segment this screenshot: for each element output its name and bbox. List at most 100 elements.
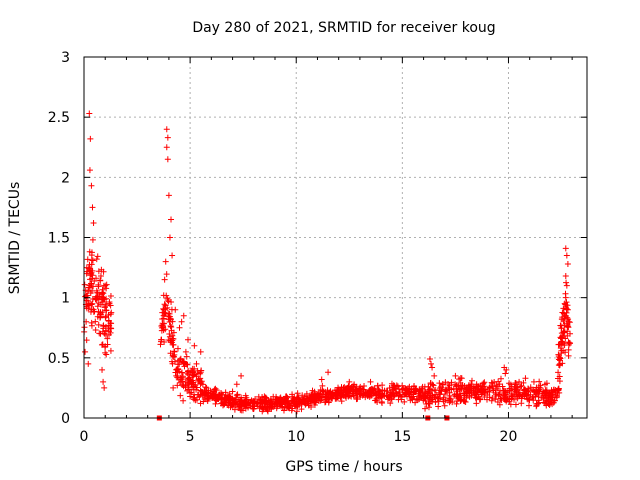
data-point xyxy=(218,400,225,407)
data-point xyxy=(182,384,189,391)
data-point xyxy=(92,318,99,325)
data-point xyxy=(179,378,186,385)
data-point xyxy=(237,406,244,413)
data-point xyxy=(563,279,570,286)
data-point xyxy=(431,372,438,379)
data-point xyxy=(233,395,240,402)
data-point xyxy=(193,384,200,391)
data-point xyxy=(422,405,429,412)
data-point xyxy=(98,296,105,303)
data-point xyxy=(99,289,106,296)
data-point xyxy=(351,382,358,389)
data-point xyxy=(394,383,401,390)
data-point xyxy=(163,271,170,278)
data-point xyxy=(442,379,449,386)
data-point xyxy=(231,406,238,413)
data-point xyxy=(509,393,516,400)
data-point xyxy=(289,391,296,398)
data-point xyxy=(261,393,268,400)
data-point xyxy=(373,392,380,399)
chart-title: Day 280 of 2021, SRMTID for receiver kou… xyxy=(192,20,495,36)
data-point xyxy=(170,335,177,342)
data-point xyxy=(474,389,481,396)
data-point xyxy=(436,386,443,393)
data-point xyxy=(202,384,209,391)
data-point xyxy=(245,400,252,407)
data-point xyxy=(447,396,454,403)
data-point xyxy=(199,381,206,388)
data-points xyxy=(81,110,574,421)
data-point xyxy=(85,284,92,291)
data-point xyxy=(197,369,204,376)
data-point xyxy=(484,392,491,399)
data-point xyxy=(473,400,480,407)
data-point xyxy=(101,304,108,311)
data-point xyxy=(378,393,385,400)
data-point xyxy=(91,308,98,315)
data-point xyxy=(164,304,171,311)
data-point xyxy=(507,381,514,388)
data-point xyxy=(103,281,110,288)
data-point xyxy=(165,298,172,305)
data-point xyxy=(516,392,523,399)
data-point xyxy=(277,397,284,404)
data-point xyxy=(280,407,287,414)
data-point xyxy=(160,305,167,312)
data-point xyxy=(448,379,455,386)
data-point xyxy=(98,266,105,273)
data-point xyxy=(165,192,172,199)
data-point xyxy=(504,396,511,403)
data-point xyxy=(558,340,565,347)
axis-ticks: 0 5 10 15 20 0 0.5 1 1.5 2 2.5 3 xyxy=(48,50,587,445)
data-point xyxy=(108,320,115,327)
data-point xyxy=(88,280,95,287)
data-point xyxy=(520,379,527,386)
data-point xyxy=(89,204,96,211)
data-point xyxy=(97,310,104,317)
data-point xyxy=(266,403,273,410)
data-point xyxy=(94,313,101,320)
data-point xyxy=(169,352,176,359)
data-point xyxy=(224,402,231,409)
data-point xyxy=(412,399,419,406)
data-point xyxy=(222,389,229,396)
data-point xyxy=(88,319,95,326)
data-point xyxy=(562,349,569,356)
data-point xyxy=(560,328,567,335)
data-point xyxy=(500,390,507,397)
data-point xyxy=(169,360,176,367)
data-point xyxy=(543,380,550,387)
data-point xyxy=(183,353,190,360)
data-point xyxy=(527,384,534,391)
data-point xyxy=(198,378,205,385)
data-point xyxy=(558,335,565,342)
data-point xyxy=(513,386,520,393)
data-point xyxy=(379,400,386,407)
y-tick-label: 2.5 xyxy=(48,110,70,126)
data-point xyxy=(161,301,168,308)
data-point xyxy=(100,322,107,329)
data-point xyxy=(174,373,181,380)
data-point xyxy=(366,387,373,394)
data-point xyxy=(467,387,474,394)
data-point xyxy=(347,393,354,400)
data-point xyxy=(174,361,181,368)
data-point xyxy=(205,387,212,394)
data-point xyxy=(103,285,110,292)
data-point xyxy=(411,382,418,389)
data-point xyxy=(97,277,104,284)
data-point xyxy=(180,397,187,404)
data-point xyxy=(293,408,300,415)
data-point xyxy=(477,395,484,402)
data-point xyxy=(524,388,531,395)
data-point xyxy=(242,392,249,399)
data-point xyxy=(84,256,91,263)
data-point xyxy=(83,337,90,344)
x-tick-label: 0 xyxy=(80,429,89,445)
data-point xyxy=(564,321,571,328)
data-point xyxy=(393,382,400,389)
data-point xyxy=(230,400,237,407)
data-point xyxy=(524,385,531,392)
data-point xyxy=(177,355,184,362)
x-tick-label: 15 xyxy=(393,429,411,445)
